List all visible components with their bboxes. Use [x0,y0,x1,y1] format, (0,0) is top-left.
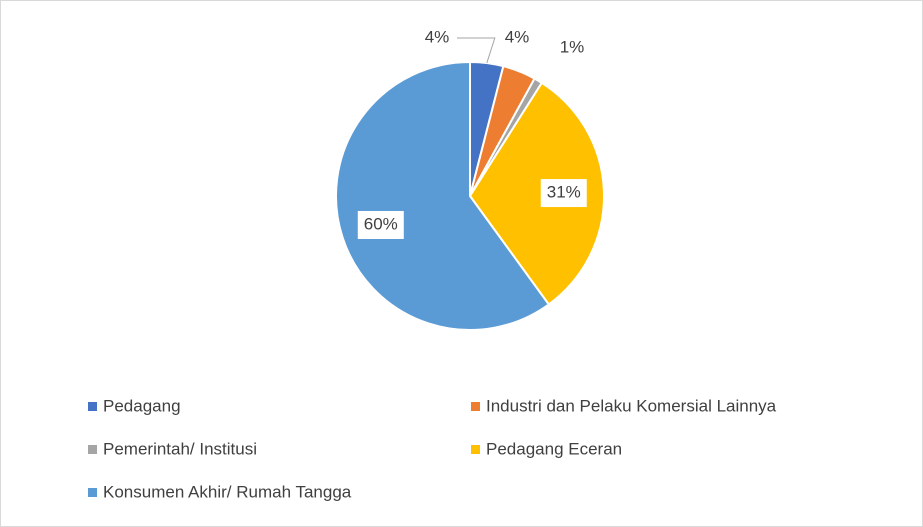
legend-label: Pedagang Eceran [486,439,622,458]
legend-swatch [471,402,480,411]
legend-label: Industri dan Pelaku Komersial Lainnya [486,396,777,415]
legend-swatch [88,488,97,497]
legend-label: Pedagang [103,396,181,415]
data-label: 60% [364,214,398,233]
legend-swatch [471,445,480,454]
data-label: 4% [425,27,450,46]
label-box [357,210,404,239]
pie-slice [335,60,551,331]
data-label: 4% [505,27,530,46]
legend-label: Pemerintah/ Institusi [103,439,257,458]
data-label: 1% [560,37,585,56]
pie-slice [468,81,605,306]
legend-swatch [88,445,97,454]
leader-line [457,37,496,64]
label-box [540,179,587,208]
legend-swatch [88,402,97,411]
data-label: 31% [547,183,581,202]
legend-label: Konsumen Akhir/ Rumah Tangga [103,482,352,501]
